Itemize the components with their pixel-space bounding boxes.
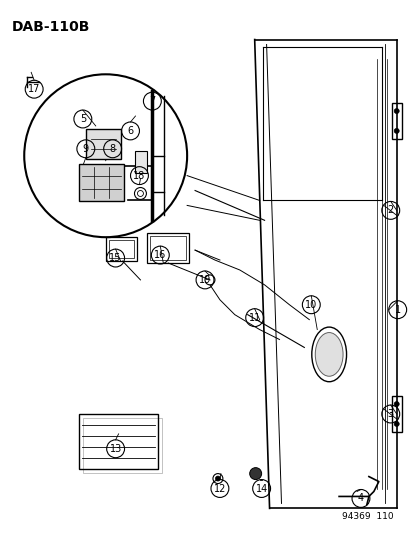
Text: 4: 4 bbox=[357, 494, 363, 504]
Text: 9: 9 bbox=[83, 144, 89, 154]
Text: 2: 2 bbox=[387, 205, 393, 215]
Text: 14: 14 bbox=[255, 483, 267, 494]
Text: 3: 3 bbox=[387, 409, 393, 419]
Text: 1: 1 bbox=[394, 305, 400, 314]
Bar bbox=[78, 164, 123, 201]
Bar bbox=[85, 129, 120, 159]
Circle shape bbox=[393, 401, 398, 407]
Text: 10: 10 bbox=[304, 300, 317, 310]
Text: 11: 11 bbox=[248, 313, 260, 322]
Text: 19: 19 bbox=[198, 275, 211, 285]
Bar bbox=[83, 418, 162, 473]
Text: 18: 18 bbox=[133, 171, 145, 181]
Circle shape bbox=[134, 188, 146, 199]
Text: 7: 7 bbox=[149, 96, 155, 106]
Text: 6: 6 bbox=[127, 126, 133, 136]
Circle shape bbox=[393, 128, 398, 133]
Bar bbox=[150, 236, 186, 260]
Text: 13: 13 bbox=[109, 444, 121, 454]
Text: 8: 8 bbox=[109, 144, 115, 154]
Bar bbox=[391, 103, 401, 139]
Bar bbox=[391, 396, 401, 432]
Text: 5: 5 bbox=[80, 114, 86, 124]
Bar bbox=[147, 233, 189, 263]
Text: 12: 12 bbox=[213, 483, 225, 494]
Circle shape bbox=[249, 467, 261, 480]
Text: DAB-110B: DAB-110B bbox=[11, 20, 90, 34]
Circle shape bbox=[393, 422, 398, 426]
Bar bbox=[135, 151, 147, 173]
Circle shape bbox=[393, 109, 398, 114]
Bar bbox=[78, 414, 158, 469]
Ellipse shape bbox=[315, 333, 342, 376]
Text: 16: 16 bbox=[154, 250, 166, 260]
Text: 94369  110: 94369 110 bbox=[341, 512, 393, 521]
Text: 15: 15 bbox=[109, 253, 121, 263]
Bar bbox=[105, 237, 137, 261]
Circle shape bbox=[215, 476, 220, 481]
Text: 17: 17 bbox=[28, 84, 40, 94]
Bar bbox=[108, 240, 134, 258]
